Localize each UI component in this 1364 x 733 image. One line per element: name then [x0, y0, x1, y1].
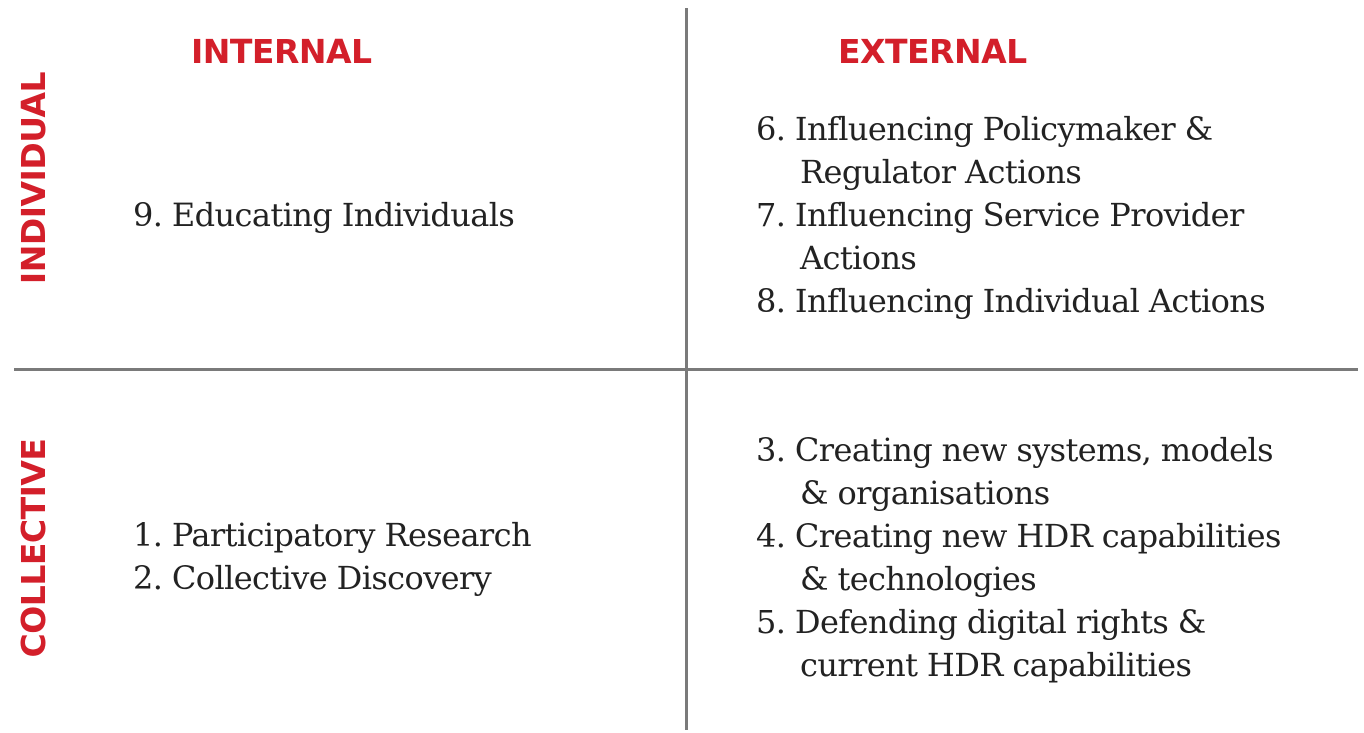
list-item: 2. Collective Discovery — [133, 557, 531, 600]
row-header-individual: INDIVIDUAL — [14, 71, 53, 285]
item-text: 4. Creating new HDR capabilities — [756, 517, 1281, 555]
item-text-continued: Actions — [800, 239, 917, 277]
quadrant-individual-internal: 9. Educating Individuals — [133, 194, 515, 237]
column-header-internal: INTERNAL — [191, 32, 372, 71]
list-item: 9. Educating Individuals — [133, 194, 515, 237]
item-text: 9. Educating Individuals — [133, 196, 515, 234]
item-text-continued: & technologies — [800, 560, 1037, 598]
item-text-continued: Regulator Actions — [800, 153, 1082, 191]
item-text: 7. Influencing Service Provider — [756, 196, 1244, 234]
item-text: 6. Influencing Policymaker & — [756, 110, 1213, 148]
list-item: 5. Defending digital rights & current HD… — [756, 601, 1281, 687]
item-text: 5. Defending digital rights & — [756, 603, 1206, 641]
list-item: 7. Influencing Service Provider Actions — [756, 194, 1265, 280]
list-item: 3. Creating new systems, models & organi… — [756, 429, 1281, 515]
item-text-continued: current HDR capabilities — [800, 646, 1192, 684]
item-text-continued: & organisations — [800, 474, 1050, 512]
item-text: 3. Creating new systems, models — [756, 431, 1273, 469]
column-header-external: EXTERNAL — [838, 32, 1027, 71]
list-item: 8. Influencing Individual Actions — [756, 280, 1266, 323]
list-item: 6. Influencing Policymaker & Regulator A… — [756, 108, 1265, 194]
quadrant-individual-external: 6. Influencing Policymaker & Regulator A… — [756, 108, 1266, 323]
quadrant-collective-external: 3. Creating new systems, models & organi… — [756, 429, 1281, 687]
quadrant-collective-internal: 1. Participatory Research 2. Collective … — [133, 514, 532, 600]
item-text: 8. Influencing Individual Actions — [756, 282, 1266, 320]
item-text: 2. Collective Discovery — [133, 559, 492, 597]
list-item: 1. Participatory Research — [133, 514, 532, 557]
list-item: 4. Creating new HDR capabilities & techn… — [756, 515, 1281, 601]
item-text: 1. Participatory Research — [133, 516, 532, 554]
row-header-collective: COLLECTIVE — [14, 438, 53, 658]
horizontal-divider — [14, 368, 1358, 371]
